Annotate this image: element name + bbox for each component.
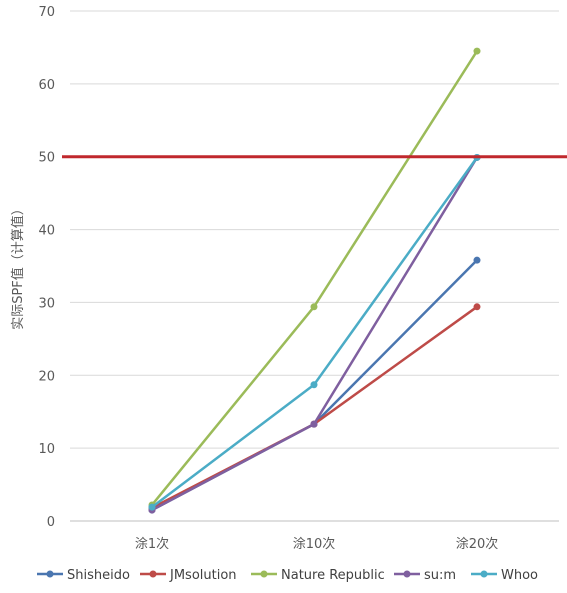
series-line xyxy=(151,50,479,506)
data-point xyxy=(473,47,481,55)
data-point xyxy=(148,503,156,511)
y-tick-label: 40 xyxy=(38,224,55,239)
legend-label: Shisheido xyxy=(67,568,130,583)
legend-label: su:m xyxy=(424,568,456,583)
legend-swatch-marker xyxy=(260,570,268,578)
legend-swatch-marker xyxy=(149,570,157,578)
y-tick-label: 0 xyxy=(47,515,55,530)
legend-label: JMsolution xyxy=(169,568,237,583)
data-point xyxy=(310,381,318,389)
legend-item: su:m xyxy=(394,568,456,583)
y-tick-label: 10 xyxy=(38,442,55,457)
legend-swatch-marker xyxy=(403,570,411,578)
legend-swatch-marker xyxy=(480,570,488,578)
legend-item: Whoo xyxy=(471,568,538,583)
legend-item: JMsolution xyxy=(140,568,237,583)
series-line xyxy=(151,156,479,509)
legend-swatch-marker xyxy=(46,570,54,578)
y-tick-label: 60 xyxy=(38,78,55,93)
x-axis-ticks: 涂1次 涂10次 涂20次 xyxy=(135,536,498,552)
y-axis-ticks: 0 10 20 30 40 50 60 70 xyxy=(38,5,55,530)
series-group xyxy=(148,47,481,514)
legend-label: Nature Republic xyxy=(281,568,385,583)
series-4 xyxy=(148,153,481,511)
data-point xyxy=(473,256,481,264)
x-tick-label: 涂10次 xyxy=(293,536,336,552)
series-1 xyxy=(148,303,481,512)
x-tick-label: 涂1次 xyxy=(135,536,169,552)
series-line xyxy=(151,305,478,509)
series-line xyxy=(151,156,479,512)
data-point xyxy=(310,303,318,311)
y-tick-label: 70 xyxy=(38,5,55,20)
y-tick-label: 30 xyxy=(38,296,55,311)
legend: Shisheido JMsolution Nature Republic su:m Wh… xyxy=(37,568,538,583)
series-3 xyxy=(148,153,481,514)
y-tick-label: 20 xyxy=(38,369,55,384)
series-2 xyxy=(148,47,481,509)
legend-label: Whoo xyxy=(501,568,538,583)
data-point xyxy=(310,420,318,428)
y-axis-title: 实际SPF值（计算值） xyxy=(10,202,26,330)
data-point xyxy=(473,303,481,311)
x-tick-label: 涂20次 xyxy=(456,536,499,552)
gridlines xyxy=(70,10,559,522)
legend-item: Shisheido xyxy=(37,568,130,583)
y-tick-label: 50 xyxy=(38,151,55,166)
legend-item: Nature Republic xyxy=(251,568,385,583)
